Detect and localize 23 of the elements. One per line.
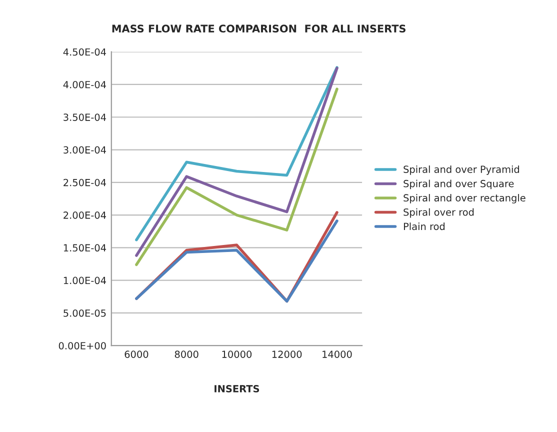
y-tick-label: 1.00E-04 [64, 276, 106, 284]
y-tick-label: 4.50E-04 [63, 48, 106, 56]
legend-label: Plain rod [404, 222, 445, 230]
x-tick-label: 10000 [222, 350, 252, 358]
y-tick-label: 2.00E-04 [64, 212, 106, 219]
legend-label: Spiral and over rectangle [404, 194, 526, 204]
x-tick-label: 8000 [174, 350, 198, 358]
y-tick-label: 0.00E+00 [58, 342, 106, 350]
line-series [135, 88, 338, 266]
legend-label: Spiral and over Pyramid [404, 165, 520, 175]
y-tick-label: 5.00E-05 [64, 309, 106, 317]
x-tick-label: 12000 [272, 350, 302, 358]
x-tick-label: 6000 [124, 350, 148, 358]
y-tick-label: 1.50E-04 [64, 244, 106, 252]
legend-label: Spiral over rod [404, 208, 474, 218]
y-tick-label: 4.00E-04 [63, 80, 106, 88]
y-tick-label: 3.50E-04 [64, 114, 106, 121]
y-tick-label: 2.50E-04 [64, 178, 106, 186]
x-tick-label: 14000 [322, 350, 352, 358]
y-tick-label: 3.00E-04 [64, 146, 106, 154]
x-axis-title: INSERTS [214, 385, 260, 392]
chart-title: MASS FLOW RATE COMPARISON FOR ALL INSERTS [112, 24, 406, 33]
legend-label: Spiral and over Square [404, 180, 514, 190]
